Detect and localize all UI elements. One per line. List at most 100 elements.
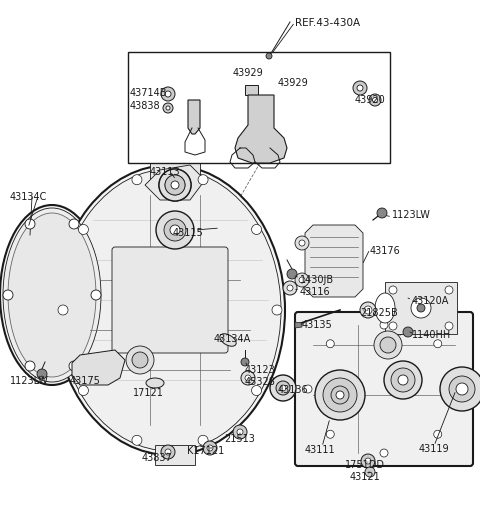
- Circle shape: [456, 383, 468, 395]
- Circle shape: [369, 94, 381, 106]
- Text: 45328: 45328: [245, 377, 276, 387]
- Circle shape: [299, 277, 305, 283]
- Ellipse shape: [55, 165, 285, 455]
- FancyBboxPatch shape: [112, 247, 228, 353]
- Text: 1123LW: 1123LW: [10, 376, 49, 386]
- Text: 43134A: 43134A: [214, 334, 251, 344]
- Text: REF.43-430A: REF.43-430A: [295, 18, 360, 28]
- Polygon shape: [385, 282, 457, 334]
- Ellipse shape: [170, 225, 180, 235]
- Circle shape: [372, 98, 377, 102]
- Circle shape: [272, 305, 282, 315]
- Circle shape: [380, 449, 388, 457]
- Circle shape: [357, 85, 363, 91]
- Text: 43116: 43116: [300, 287, 331, 297]
- Text: 43837: 43837: [142, 453, 172, 463]
- Circle shape: [449, 376, 475, 402]
- Circle shape: [252, 386, 262, 395]
- Text: 43929: 43929: [278, 78, 309, 88]
- Ellipse shape: [0, 205, 104, 385]
- Text: 17121: 17121: [132, 388, 163, 398]
- Circle shape: [165, 449, 171, 455]
- Polygon shape: [145, 165, 205, 200]
- Ellipse shape: [315, 370, 365, 420]
- Circle shape: [166, 106, 170, 110]
- FancyBboxPatch shape: [295, 312, 473, 466]
- Text: 43123: 43123: [245, 365, 276, 375]
- Ellipse shape: [146, 378, 164, 388]
- Circle shape: [91, 290, 101, 300]
- Polygon shape: [295, 322, 302, 328]
- Circle shape: [132, 435, 142, 445]
- Ellipse shape: [59, 169, 281, 451]
- Ellipse shape: [336, 391, 344, 399]
- Ellipse shape: [220, 334, 236, 346]
- Ellipse shape: [375, 293, 395, 323]
- Circle shape: [276, 381, 290, 395]
- Circle shape: [161, 445, 175, 459]
- Circle shape: [270, 375, 296, 401]
- Circle shape: [353, 81, 367, 95]
- Polygon shape: [305, 225, 363, 297]
- Circle shape: [389, 286, 397, 294]
- Circle shape: [69, 361, 79, 371]
- Circle shape: [364, 306, 372, 314]
- Ellipse shape: [380, 337, 396, 353]
- Circle shape: [283, 281, 297, 295]
- Ellipse shape: [374, 331, 402, 359]
- Text: 43134C: 43134C: [10, 192, 48, 202]
- Ellipse shape: [132, 352, 148, 368]
- Text: 21513: 21513: [225, 434, 255, 444]
- Circle shape: [252, 225, 262, 235]
- Circle shape: [287, 285, 293, 291]
- Circle shape: [299, 240, 305, 246]
- Circle shape: [132, 175, 142, 185]
- Ellipse shape: [391, 368, 415, 392]
- Circle shape: [237, 429, 243, 435]
- Text: 43920: 43920: [355, 95, 386, 105]
- Circle shape: [245, 375, 251, 381]
- Ellipse shape: [384, 361, 422, 399]
- Circle shape: [163, 103, 173, 113]
- Ellipse shape: [331, 386, 349, 404]
- Text: 43838: 43838: [130, 101, 161, 111]
- Circle shape: [25, 361, 35, 371]
- Circle shape: [241, 358, 249, 366]
- Ellipse shape: [164, 219, 186, 241]
- Polygon shape: [150, 160, 200, 180]
- Circle shape: [326, 340, 334, 348]
- Polygon shape: [235, 95, 287, 163]
- Text: 43929: 43929: [233, 68, 264, 78]
- Text: 1140HH: 1140HH: [412, 330, 451, 340]
- Ellipse shape: [8, 213, 96, 377]
- Circle shape: [360, 302, 376, 318]
- Text: 1751DD: 1751DD: [345, 460, 385, 470]
- Circle shape: [411, 298, 431, 318]
- Circle shape: [78, 386, 88, 395]
- Circle shape: [389, 322, 397, 330]
- Polygon shape: [155, 445, 195, 465]
- Text: K17121: K17121: [187, 446, 225, 456]
- Polygon shape: [245, 85, 258, 95]
- Text: 21825B: 21825B: [360, 308, 398, 318]
- Ellipse shape: [171, 181, 179, 189]
- Polygon shape: [72, 350, 125, 385]
- Ellipse shape: [165, 175, 185, 195]
- Circle shape: [78, 225, 88, 235]
- Circle shape: [403, 327, 413, 337]
- Text: 43119: 43119: [419, 444, 449, 454]
- Circle shape: [440, 367, 480, 411]
- Circle shape: [434, 340, 442, 348]
- Circle shape: [380, 321, 388, 329]
- Circle shape: [37, 369, 47, 379]
- Ellipse shape: [159, 169, 191, 201]
- Circle shape: [69, 219, 79, 229]
- Circle shape: [361, 454, 375, 468]
- Circle shape: [304, 385, 312, 393]
- Circle shape: [161, 87, 175, 101]
- Circle shape: [280, 385, 286, 391]
- Circle shape: [445, 322, 453, 330]
- Ellipse shape: [126, 346, 154, 374]
- Circle shape: [326, 430, 334, 438]
- Circle shape: [207, 445, 213, 451]
